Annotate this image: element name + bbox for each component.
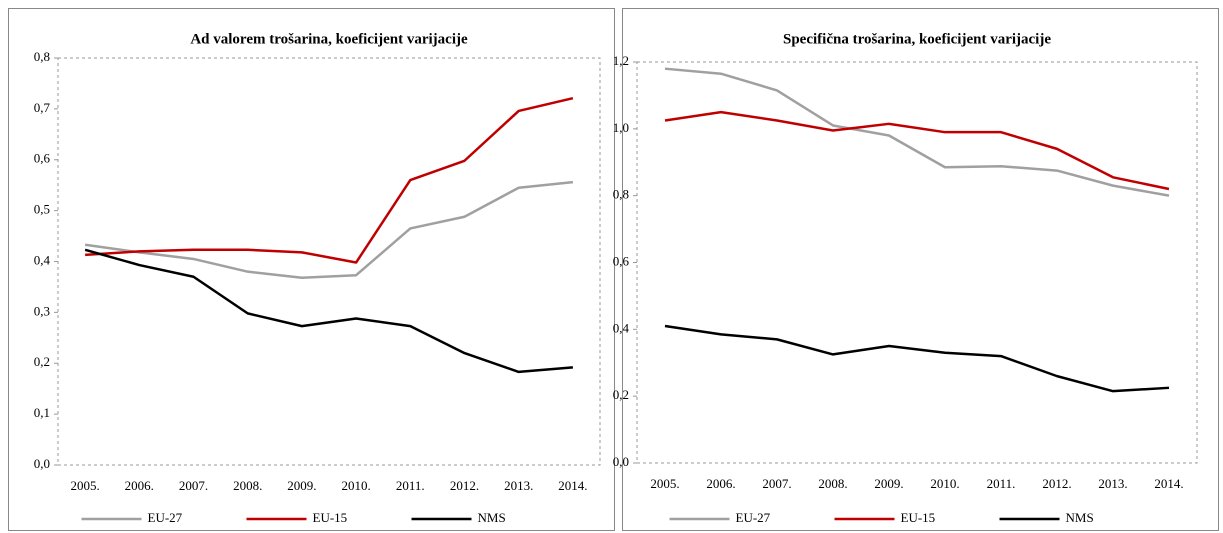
y-tick-label: 1,0 xyxy=(613,120,629,135)
x-tick-label: 2011. xyxy=(396,478,425,493)
x-tick-label: 2010. xyxy=(930,476,959,491)
x-tick-label: 2013. xyxy=(1098,476,1127,491)
legend-label: NMS xyxy=(478,510,506,525)
x-tick-label: 2006. xyxy=(125,478,154,493)
x-tick-label: 2010. xyxy=(341,478,370,493)
y-tick-label: 0,3 xyxy=(34,303,50,318)
legend-label: EU-15 xyxy=(313,510,348,525)
y-tick-label: 0,2 xyxy=(613,387,629,402)
series-line xyxy=(664,324,1170,393)
y-tick-label: 0,0 xyxy=(34,456,50,471)
x-tick-label: 2013. xyxy=(504,478,533,493)
x-tick-label: 2014. xyxy=(1154,476,1183,491)
y-tick-label: 0,7 xyxy=(34,100,51,115)
x-tick-label: 2005. xyxy=(70,478,99,493)
panel-border xyxy=(622,8,1219,531)
y-tick-label: 0,0 xyxy=(613,454,629,469)
x-tick-label: 2014. xyxy=(558,478,587,493)
legend-label: EU-15 xyxy=(901,510,936,525)
x-tick-label: 2009. xyxy=(874,476,903,491)
x-tick-label: 2012. xyxy=(450,478,479,493)
x-tick-label: 2012. xyxy=(1042,476,1071,491)
series-line xyxy=(664,67,1170,197)
legend-label: EU-27 xyxy=(148,510,183,525)
x-tick-label: 2008. xyxy=(818,476,847,491)
plot-border xyxy=(636,61,1198,464)
y-tick-label: 0,2 xyxy=(34,354,50,369)
y-tick-label: 0,4 xyxy=(613,320,630,335)
y-tick-label: 0,6 xyxy=(613,253,630,268)
y-tick-label: 0,1 xyxy=(34,405,50,420)
legend-label: NMS xyxy=(1066,510,1094,525)
y-tick-label: 0,6 xyxy=(34,151,51,166)
x-tick-label: 2008. xyxy=(233,478,262,493)
y-tick-label: 0,4 xyxy=(34,252,51,267)
x-tick-label: 2009. xyxy=(287,478,316,493)
x-tick-label: 2006. xyxy=(706,476,735,491)
chart-title: Ad valorem trošarina, koeficijent varija… xyxy=(190,31,468,47)
x-tick-label: 2007. xyxy=(762,476,791,491)
legend-label: EU-27 xyxy=(736,510,771,525)
x-tick-label: 2011. xyxy=(987,476,1016,491)
x-tick-label: 2005. xyxy=(650,476,679,491)
y-tick-label: 0,8 xyxy=(34,49,50,64)
y-tick-label: 0,5 xyxy=(34,202,50,217)
x-tick-label: 2007. xyxy=(179,478,208,493)
series-line xyxy=(84,248,574,374)
plot-border xyxy=(57,57,601,466)
series-line xyxy=(84,180,574,280)
series-line xyxy=(664,110,1170,191)
y-tick-label: 0,8 xyxy=(613,187,629,202)
y-tick-label: 1,2 xyxy=(613,53,629,68)
chart-title: Specifična trošarina, koeficijent varija… xyxy=(783,31,1051,47)
panel-border xyxy=(8,8,615,531)
series-line xyxy=(85,96,574,264)
